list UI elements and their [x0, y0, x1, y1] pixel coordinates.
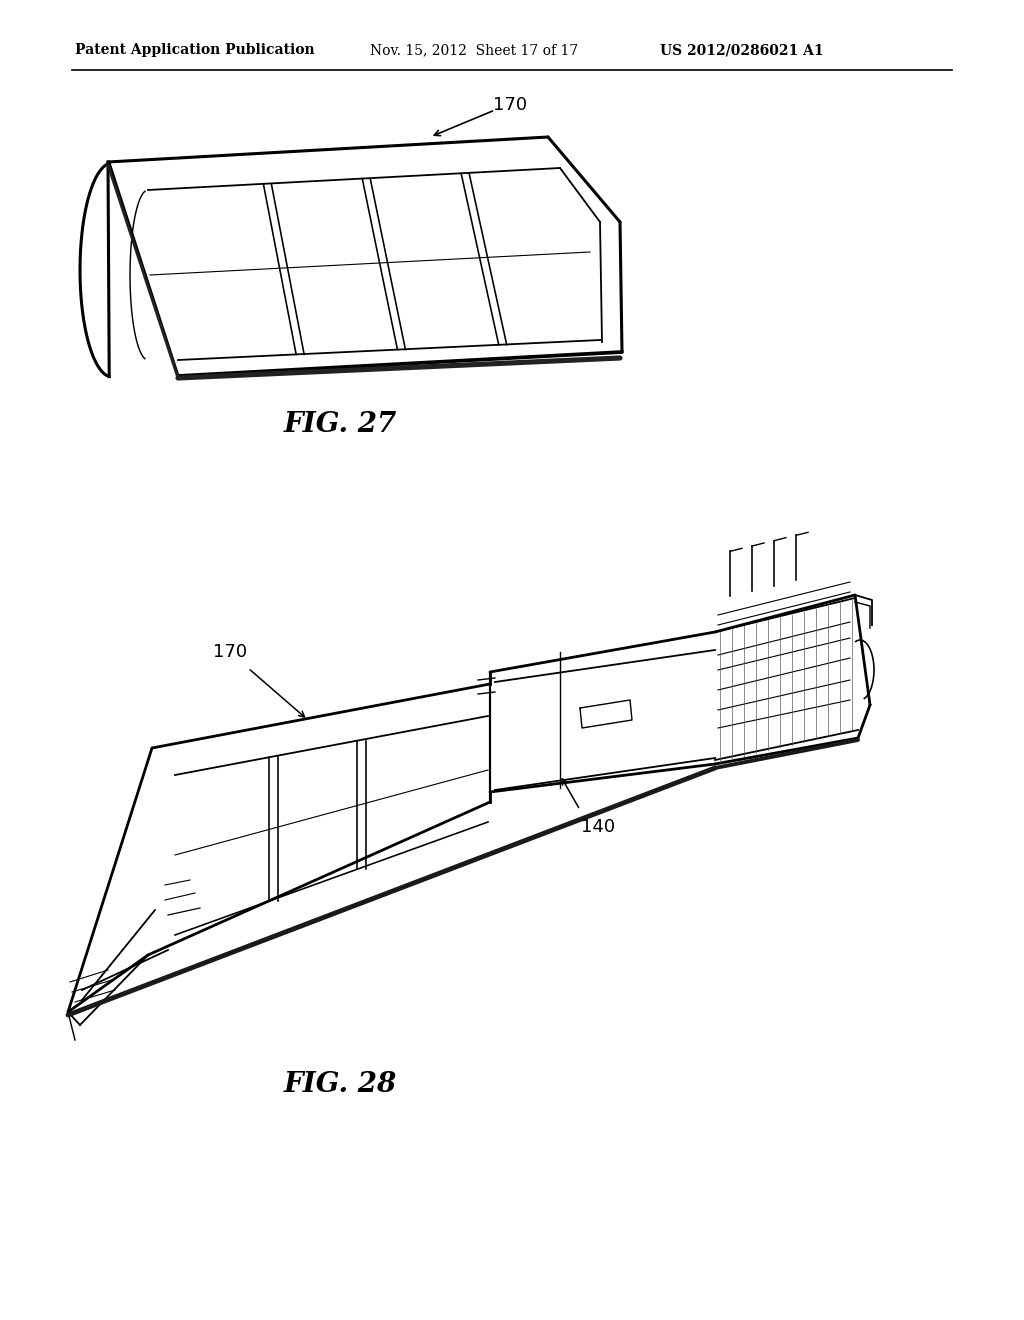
- Text: FIG. 28: FIG. 28: [284, 1072, 396, 1098]
- Text: US 2012/0286021 A1: US 2012/0286021 A1: [660, 44, 823, 57]
- Text: FIG. 27: FIG. 27: [284, 412, 396, 438]
- Text: 170: 170: [213, 643, 247, 661]
- Text: 170: 170: [493, 96, 527, 114]
- Text: 140: 140: [581, 818, 615, 836]
- Text: Patent Application Publication: Patent Application Publication: [75, 44, 314, 57]
- Text: Nov. 15, 2012  Sheet 17 of 17: Nov. 15, 2012 Sheet 17 of 17: [370, 44, 579, 57]
